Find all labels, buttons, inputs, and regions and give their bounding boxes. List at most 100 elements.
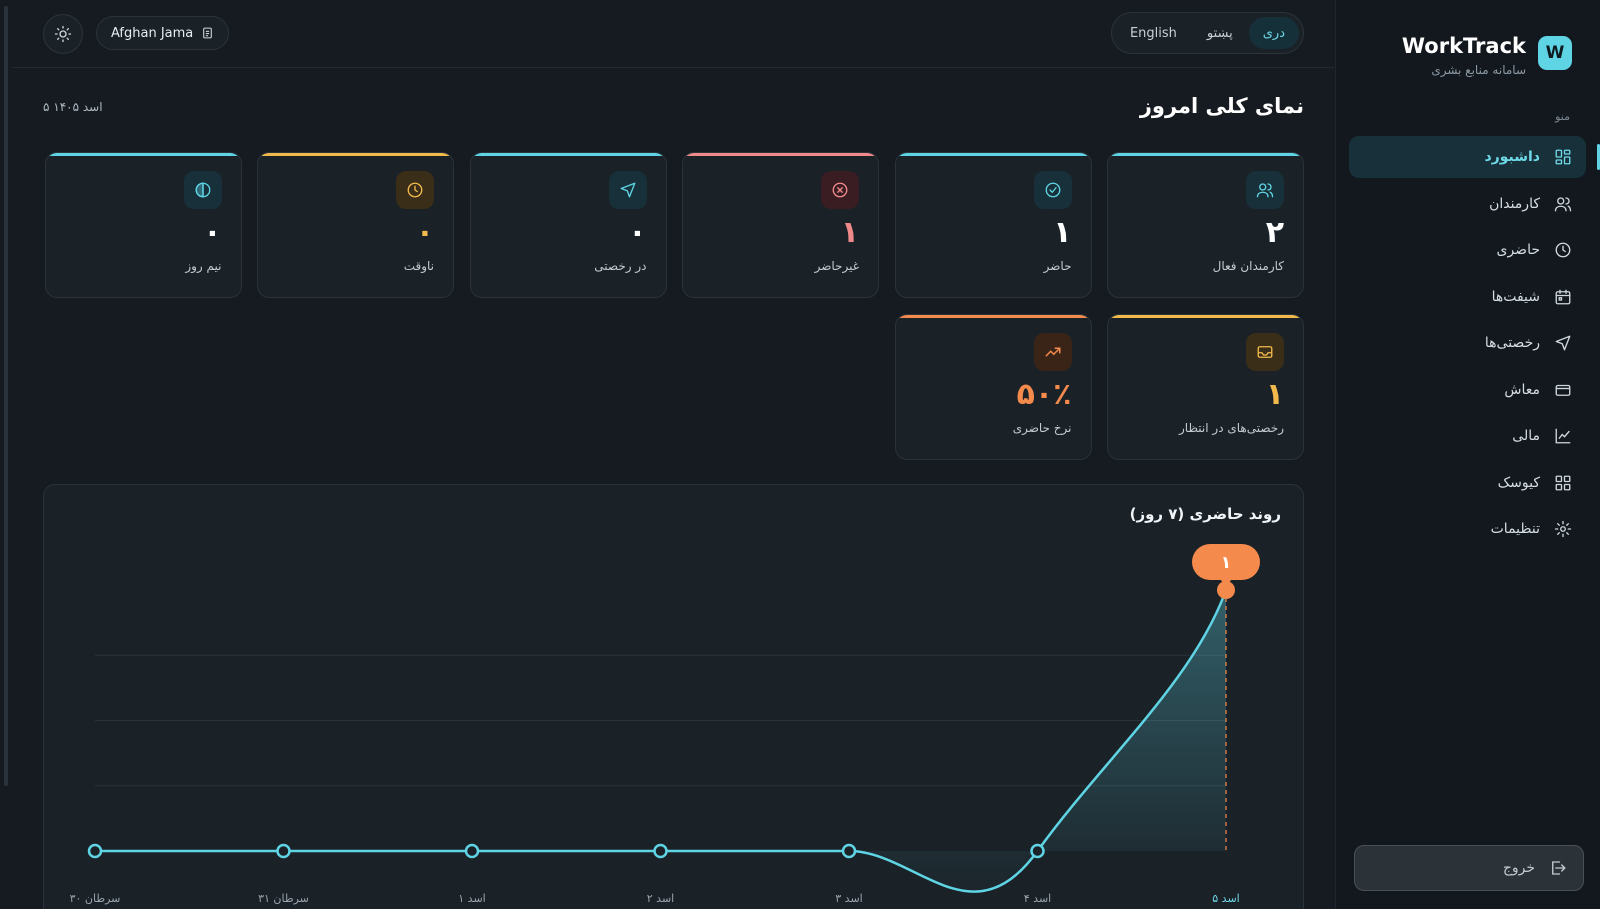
theme-toggle-button[interactable] <box>43 14 83 54</box>
data-point <box>87 843 103 859</box>
check-circle-icon <box>1033 171 1072 209</box>
tooltip-bubble <box>1192 544 1260 580</box>
sidebar-item-label: شیفت‌ها <box>1491 288 1540 305</box>
logout-label: خروج <box>1502 860 1535 876</box>
sidebar-item-label: مالی <box>1512 428 1540 444</box>
x-tick-label: اسد ۲ <box>647 892 674 905</box>
brand-subtitle: سامانه منابع بشری <box>1431 63 1526 77</box>
stat-value: ۰ <box>203 215 222 250</box>
stat-label: رخصتی‌های در انتظار <box>1179 421 1284 435</box>
stat-value: ۱ <box>1265 377 1284 412</box>
sidebar-item-employees[interactable]: کارمندان <box>1349 183 1586 225</box>
stat-value: ۰ <box>415 215 434 250</box>
stat-label: در رخصتی <box>594 259 647 273</box>
sidebar-item-label: تنظیمات <box>1490 521 1540 537</box>
user-name: Afghan Jama <box>111 25 194 41</box>
stat-card-attendance-rate[interactable]: ۵۰٪ نرخ حاضری <box>894 314 1092 460</box>
data-point <box>464 843 480 859</box>
menu-label: منو <box>1555 110 1570 123</box>
clock-icon <box>1554 241 1572 259</box>
lang-pashto[interactable]: پښتو <box>1206 25 1233 41</box>
chart-icon <box>1554 427 1572 445</box>
stat-card-absent[interactable]: ۱ غیرحاضر <box>682 152 879 298</box>
stat-card-present[interactable]: ۱ حاضر <box>894 152 1092 298</box>
sidebar-item-dashboard[interactable]: داشبورد <box>1349 136 1600 178</box>
data-point <box>841 843 857 859</box>
stat-card-half-day[interactable]: ۰ نیم روز <box>44 152 242 298</box>
stat-card-late[interactable]: ۰ ناوقت <box>257 152 454 298</box>
x-tick-label: اسد ۳ <box>835 892 862 905</box>
clock-icon <box>396 171 434 209</box>
data-point <box>653 843 668 859</box>
sidebar-item-label: داشبورد <box>1484 149 1541 165</box>
stat-card-on-leave[interactable]: ۰ در رخصتی <box>469 152 667 298</box>
sidebar-item-settings[interactable]: تنظیمات <box>1349 508 1586 550</box>
x-tick-label: اسد ۱ <box>458 892 485 905</box>
stat-value: ۵۰٪ <box>1016 377 1072 412</box>
half-circle-icon <box>183 171 222 209</box>
x-circle-icon <box>821 171 859 209</box>
chart-title: روند حاضری (۷ روز) <box>1129 505 1281 523</box>
data-point <box>276 843 291 859</box>
page-date: ۵ اسد ۱۴۰۵ <box>43 100 103 114</box>
stat-label: کارمندان فعال <box>1212 259 1284 273</box>
sidebar-item-label: کیوسک <box>1497 474 1540 491</box>
lang-english[interactable]: English <box>1129 25 1177 41</box>
inbox-icon <box>1246 333 1284 371</box>
page-title: نمای کلی امروز <box>1139 94 1304 118</box>
language-switcher: دری پښتو English <box>1110 12 1304 54</box>
lang-dari[interactable]: دری <box>1248 17 1299 49</box>
grid-icon <box>1554 474 1572 492</box>
brand-logo: W <box>1538 36 1572 70</box>
sidebar-nav: داشبورد کارمندان حاضری شیفت‌ها رخصتی‌ها … <box>1335 136 1600 555</box>
clipboard-icon <box>203 27 213 39</box>
send-icon <box>1554 334 1572 352</box>
stat-label: نرخ حاضری <box>1012 421 1072 435</box>
logout-button[interactable]: خروج <box>1354 845 1584 891</box>
stat-value: ۱ <box>840 215 859 250</box>
trending-up-icon <box>1033 333 1072 371</box>
sidebar-item-label: رخصتی‌ها <box>1484 335 1540 351</box>
sidebar-item-leaves[interactable]: رخصتی‌ها <box>1349 322 1586 364</box>
dashboard-icon <box>1554 148 1572 166</box>
stat-label: نیم روز <box>185 259 222 273</box>
users-icon <box>1246 171 1284 209</box>
attendance-trend-chart: ۱ سرطان ۳۰ سرطان ۳۱ اسد ۱ اسد ۲ اسد ۳ اسد ۴ اسد… <box>70 544 1260 905</box>
sidebar-item-payroll[interactable]: معاش <box>1349 369 1586 411</box>
tooltip-pointer <box>1219 578 1233 586</box>
data-point <box>1030 843 1045 859</box>
stat-label: ناوقت <box>403 259 434 273</box>
send-icon <box>608 171 647 209</box>
stat-label: حاضر <box>1043 259 1072 273</box>
sidebar-item-finance[interactable]: مالی <box>1349 415 1586 457</box>
brand: W WorkTrack سامانه منابع بشری <box>1352 34 1572 82</box>
users-icon <box>1554 195 1572 213</box>
wallet-icon <box>1554 381 1572 399</box>
sidebar-item-shifts[interactable]: شیفت‌ها <box>1349 276 1586 318</box>
gear-icon <box>1554 520 1572 538</box>
stat-value: ۰ <box>628 215 647 250</box>
sidebar: W WorkTrack سامانه منابع بشری منو داشبور… <box>1335 0 1600 909</box>
sidebar-item-kiosk[interactable]: کیوسک <box>1349 462 1586 504</box>
x-tick-label: اسد ۵ <box>1212 892 1239 905</box>
calendar-icon <box>1554 288 1572 306</box>
topbar: Afghan Jama دری پښتو English <box>12 0 1334 68</box>
x-tick-label: اسد ۴ <box>1024 892 1051 905</box>
active-data-point <box>1217 581 1235 599</box>
sun-icon <box>54 25 72 43</box>
stat-label: غیرحاضر <box>814 259 859 273</box>
logout-icon <box>1552 861 1566 875</box>
left-scrollbar[interactable] <box>4 6 8 786</box>
stat-card-pending-leaves[interactable]: ۱ رخصتی‌های در انتظار <box>1107 314 1304 460</box>
stat-card-active-employees[interactable]: ۲ کارمندان فعال <box>1107 152 1304 298</box>
x-tick-label: سرطان ۳۱ <box>258 892 309 905</box>
user-chip[interactable]: Afghan Jama <box>96 16 230 50</box>
sidebar-item-label: کارمندان <box>1489 195 1540 212</box>
x-tick-label: سرطان ۳۰ <box>70 892 121 905</box>
sidebar-item-label: معاش <box>1504 381 1540 398</box>
brand-title: WorkTrack <box>1401 34 1526 58</box>
stat-cards: ۲ کارمندان فعال ۱ حاضر ۱ غیرحاضر ۰ در رخ… <box>43 152 1304 462</box>
sidebar-item-attendance[interactable]: حاضری <box>1349 229 1586 271</box>
sidebar-item-label: حاضری <box>1496 242 1541 258</box>
stat-value: ۱ <box>1053 215 1072 250</box>
